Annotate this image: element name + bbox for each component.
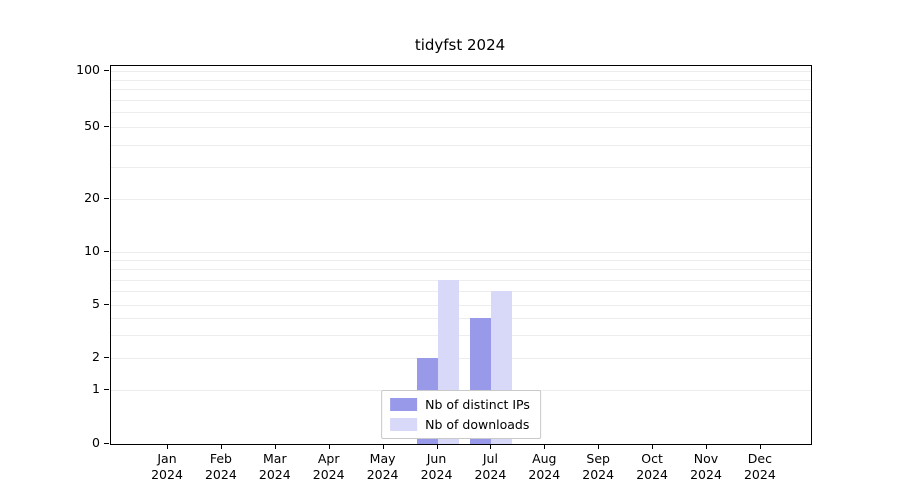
x-tick-mark	[436, 444, 438, 449]
gridline	[111, 291, 811, 293]
plot-area: Nb of distinct IPs Nb of downloads	[110, 65, 812, 445]
chart-title: tidyfst 2024	[414, 36, 506, 54]
gridline	[111, 112, 811, 114]
gridline	[111, 70, 811, 72]
y-tick-label: 20	[84, 190, 100, 206]
legend-label-downloads: Nb of downloads	[425, 417, 530, 432]
gridline	[111, 269, 811, 271]
x-tick-mark	[544, 444, 546, 449]
y-tick-label: 50	[84, 118, 100, 134]
y-tick-label: 1	[92, 380, 100, 396]
y-tick-mark	[104, 304, 109, 306]
x-tick-label: Aug 2024	[528, 451, 561, 482]
x-tick-label: Jul 2024	[474, 451, 507, 482]
y-tick-label: 0	[92, 435, 100, 450]
x-tick-label: Mar 2024	[258, 451, 291, 482]
x-tick-mark	[759, 444, 761, 449]
x-tick-mark	[652, 444, 654, 449]
gridline	[111, 260, 811, 262]
x-tick-label: Oct 2024	[636, 451, 668, 482]
x-tick-mark	[706, 444, 707, 449]
y-tick-mark	[104, 356, 109, 358]
gridline	[111, 279, 811, 281]
gridline	[111, 127, 811, 129]
x-tick-mark	[490, 444, 492, 449]
x-tick-label: Feb 2024	[204, 451, 237, 482]
x-tick-mark	[598, 444, 600, 449]
y-tick-mark	[104, 198, 109, 200]
legend-item-distinct-ips: Nb of distinct IPs	[390, 397, 530, 412]
gridline	[111, 334, 811, 336]
x-tick-label: Jun 2024	[420, 451, 453, 482]
gridline	[111, 252, 811, 254]
x-tick-mark	[328, 444, 330, 449]
y-tick-label: 100	[76, 61, 100, 77]
x-tick-label: Apr 2024	[312, 451, 345, 482]
y-tick-mark	[104, 126, 109, 128]
gridline	[111, 144, 811, 146]
y-tick-label: 10	[84, 243, 100, 259]
distinct-ips-swatch	[390, 398, 418, 411]
x-tick-label: Nov 2024	[690, 451, 722, 482]
gridline	[111, 199, 811, 201]
gridline	[111, 89, 811, 90]
gridline	[111, 305, 811, 307]
x-tick-mark	[220, 444, 222, 449]
y-tick-mark	[104, 69, 109, 71]
legend-item-downloads: Nb of downloads	[390, 417, 530, 432]
gridline	[111, 167, 811, 169]
y-tick-mark	[104, 388, 109, 390]
y-tick-label: 5	[92, 296, 100, 312]
downloads-swatch	[390, 418, 418, 431]
legend: Nb of distinct IPs Nb of downloads	[381, 390, 541, 439]
x-tick-label: Dec 2024	[743, 451, 776, 482]
gridline	[111, 357, 811, 359]
y-tick-mark	[104, 443, 109, 444]
x-tick-label: Jan 2024	[151, 451, 183, 482]
gridline	[111, 318, 811, 320]
y-tick-mark	[104, 251, 109, 253]
gridline	[111, 99, 811, 101]
x-tick-mark	[274, 444, 276, 449]
gridline	[111, 79, 811, 81]
x-tick-label: May 2024	[366, 451, 399, 482]
x-tick-mark	[167, 444, 168, 449]
x-tick-label: Sep 2024	[582, 451, 615, 482]
x-tick-mark	[382, 444, 384, 449]
y-tick-label: 2	[92, 348, 100, 364]
legend-label-distinct-ips: Nb of distinct IPs	[425, 397, 530, 412]
